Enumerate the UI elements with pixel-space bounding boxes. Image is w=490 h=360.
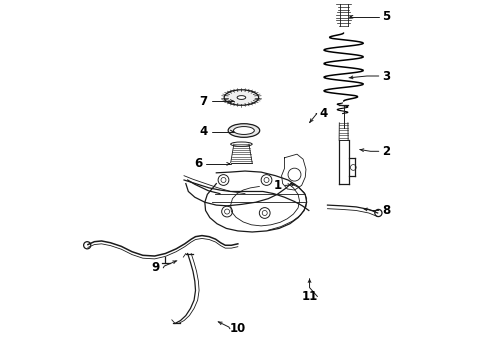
Ellipse shape (234, 127, 254, 134)
Text: 2: 2 (383, 145, 391, 158)
Text: 8: 8 (383, 204, 391, 217)
Text: 3: 3 (383, 69, 391, 82)
Text: 6: 6 (194, 157, 202, 170)
Text: 10: 10 (230, 322, 246, 335)
Ellipse shape (231, 142, 252, 146)
Text: 1: 1 (273, 179, 281, 192)
Ellipse shape (224, 90, 259, 105)
Text: 4: 4 (199, 125, 208, 138)
Text: 7: 7 (200, 95, 208, 108)
Text: 9: 9 (151, 261, 159, 274)
Text: 4: 4 (320, 107, 328, 120)
Ellipse shape (228, 124, 260, 137)
Text: 5: 5 (383, 10, 391, 23)
Ellipse shape (237, 96, 245, 99)
Text: 11: 11 (301, 290, 318, 303)
